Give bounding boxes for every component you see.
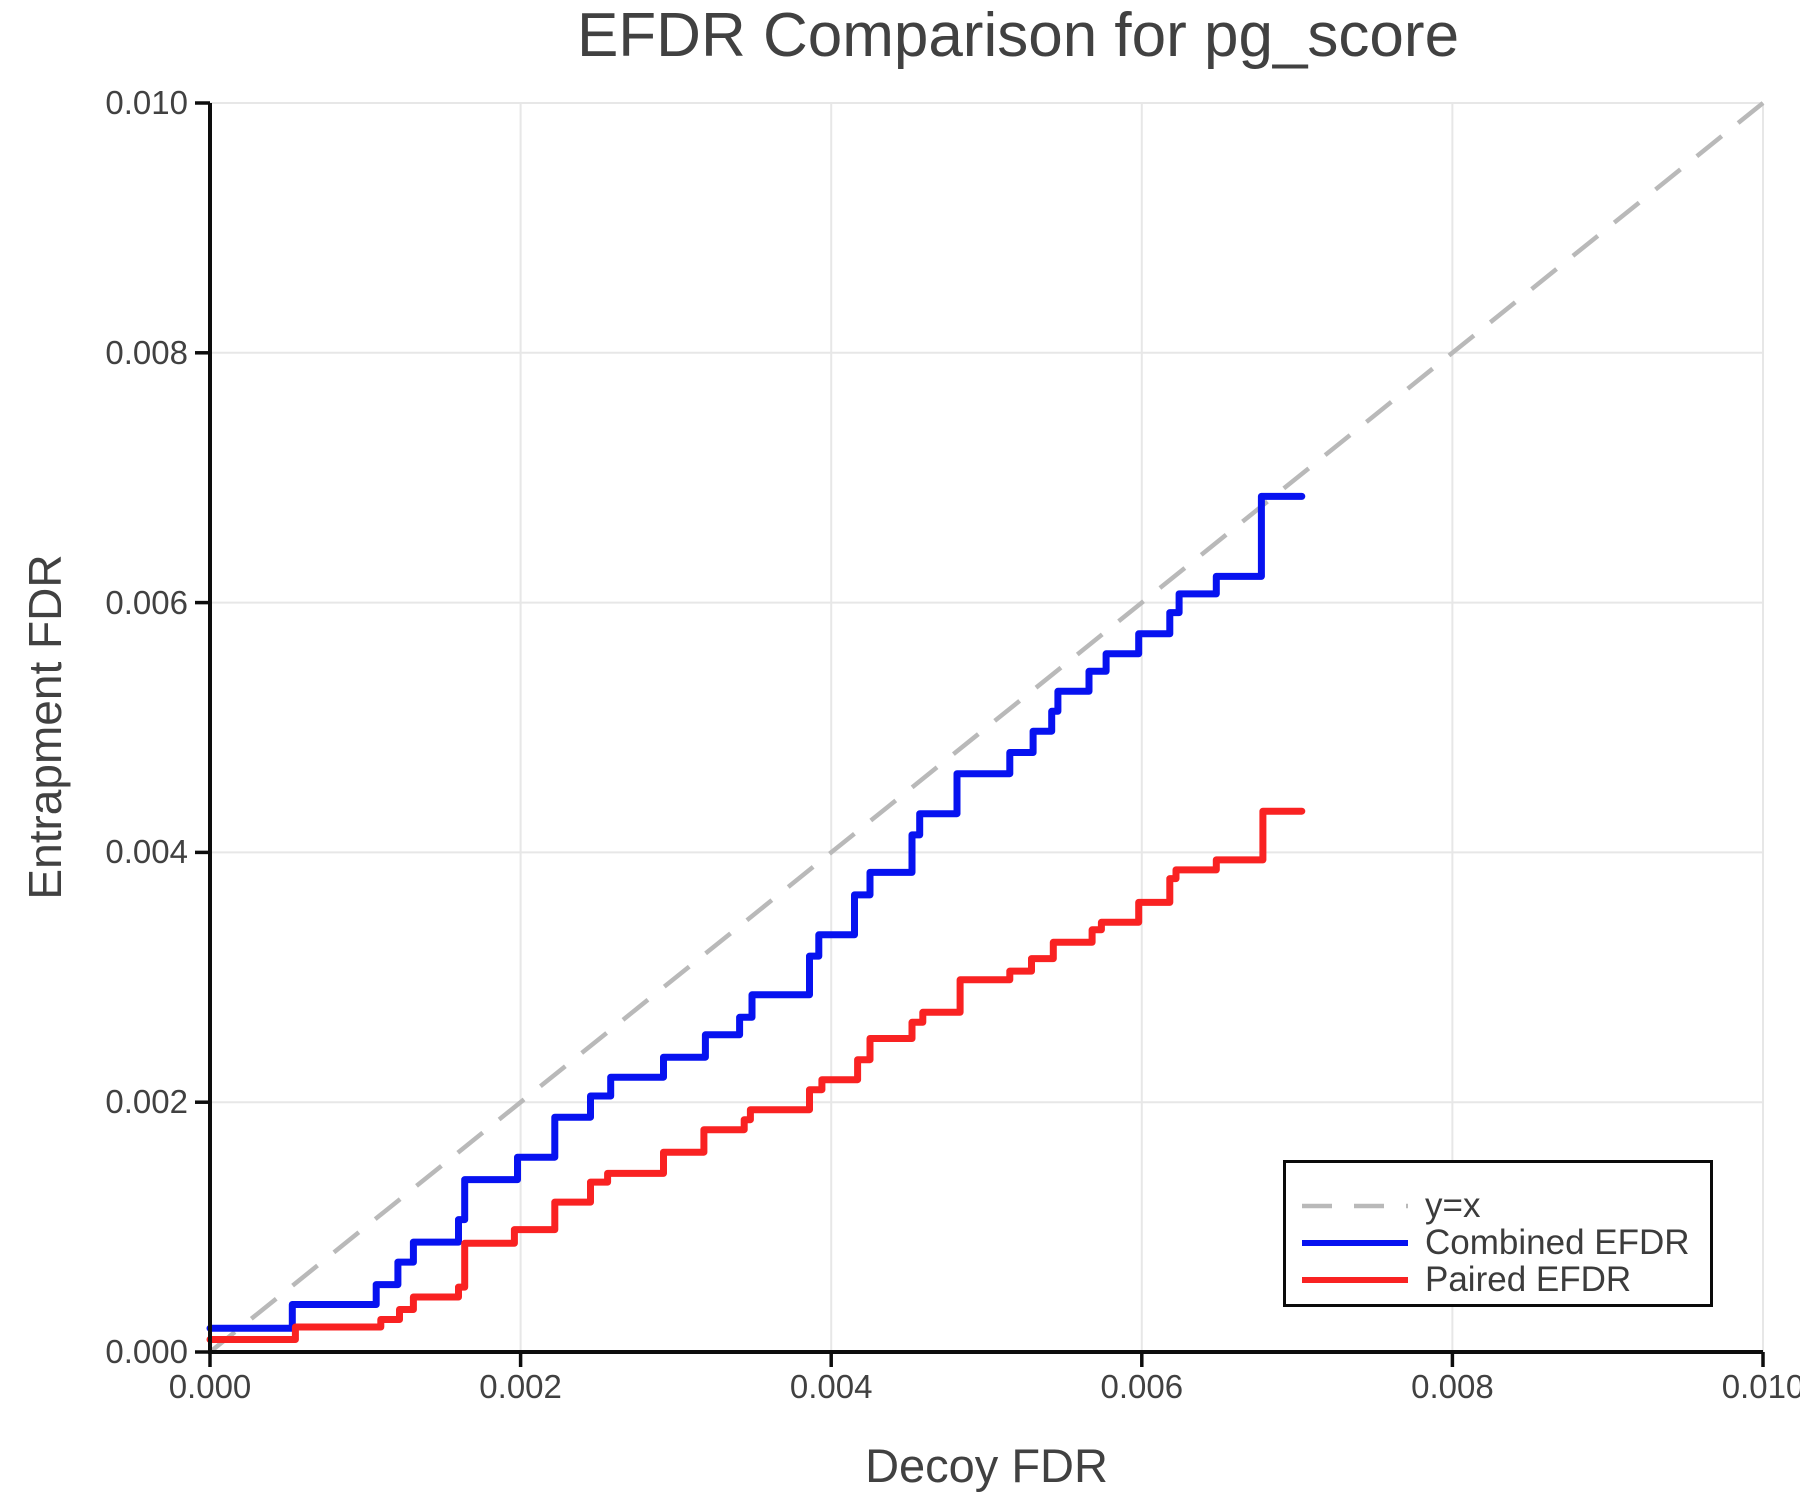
reference-line-yx — [208, 101, 1765, 1354]
chart-title: EFDR Comparison for pg_score — [576, 1, 1460, 70]
x-tick-label: 0.002 — [479, 1368, 562, 1405]
series-line-paired-efdr — [206, 807, 1306, 1343]
x-tick-label: 0.006 — [1100, 1368, 1184, 1405]
x-tick-label: 0.000 — [168, 1368, 252, 1405]
legend-item-paired: Paired EFDR — [1302, 1259, 1710, 1299]
legend-label-yx: y=x — [1425, 1185, 1481, 1225]
legend-item-yx: y=x — [1302, 1185, 1710, 1225]
solid-line-swatch-icon — [1302, 1239, 1408, 1246]
y-tick-label: 0.010 — [105, 84, 188, 121]
y-tick-label: 0.006 — [105, 583, 188, 621]
x-tick-label: 0.004 — [789, 1368, 873, 1405]
dashed-line-swatch-icon — [1302, 1203, 1408, 1208]
legend: y=x Combined EFDR Paired EFDR — [1283, 1160, 1713, 1307]
y-tick-label: 0.004 — [105, 833, 188, 871]
legend-item-combined: Combined EFDR — [1302, 1222, 1710, 1262]
legend-label-paired: Paired EFDR — [1425, 1259, 1632, 1299]
legend-label-combined: Combined EFDR — [1425, 1222, 1690, 1262]
x-axis-title: Decoy FDR — [865, 1439, 1108, 1492]
series-line-combined-efdr — [206, 492, 1306, 1332]
y-tick-label: 0.000 — [105, 1333, 188, 1370]
x-tick-label: 0.010 — [1721, 1368, 1800, 1405]
x-tick-label: 0.008 — [1411, 1368, 1494, 1405]
y-tick-label: 0.002 — [105, 1083, 188, 1121]
solid-line-swatch-icon — [1302, 1276, 1408, 1283]
y-tick-label: 0.008 — [105, 333, 188, 371]
